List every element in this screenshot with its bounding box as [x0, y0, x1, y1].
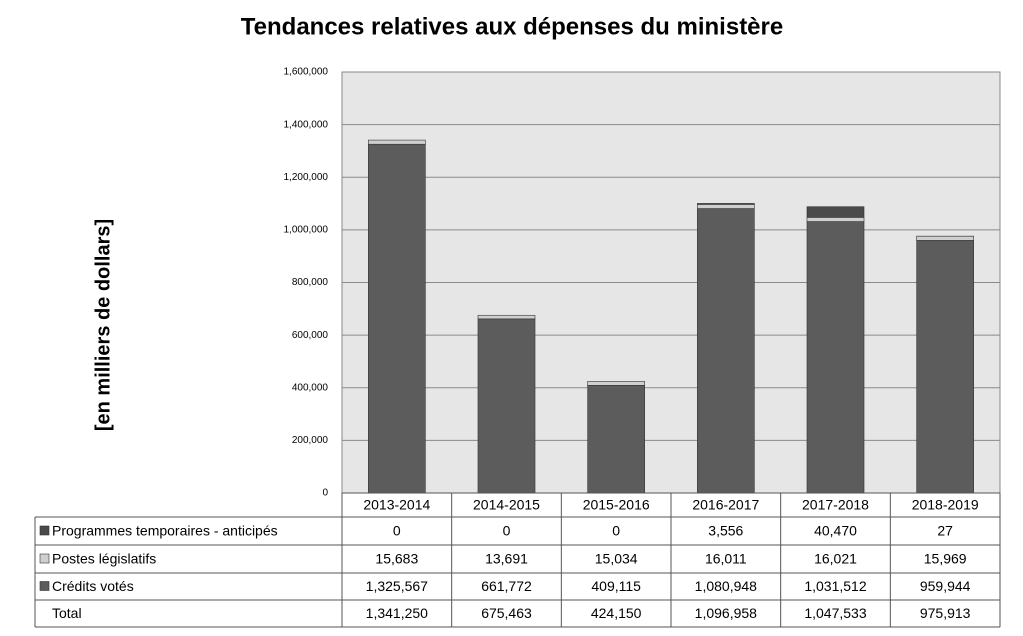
bar-segment	[806, 206, 865, 218]
table-cell: 975,913	[920, 605, 971, 621]
bar-segment	[368, 139, 426, 145]
table-cell: 675,463	[481, 605, 532, 621]
legend-swatch	[39, 525, 50, 536]
bar-segment	[916, 235, 974, 241]
bar-segment	[477, 318, 536, 494]
bar-segment	[916, 240, 974, 494]
legend-label: Programmes temporaires - anticipés	[52, 523, 278, 539]
table-cell: 0	[393, 523, 401, 539]
table-cell: 1,047,533	[804, 605, 866, 621]
x-tick-label: 2016-2017	[692, 497, 759, 513]
table-cell: 1,080,948	[695, 578, 757, 594]
table-cell: 959,944	[920, 578, 971, 594]
y-tick-label: 800,000	[292, 277, 329, 288]
bar-segment	[806, 217, 865, 222]
table-cell: 1,096,958	[695, 605, 757, 621]
y-tick-label: 1,000,000	[284, 225, 329, 236]
table-cell: 27	[937, 523, 953, 539]
x-tick-label: 2018-2019	[912, 497, 979, 513]
table-cell: 1,031,512	[804, 578, 866, 594]
table-cell: 409,115	[591, 578, 641, 594]
table-cell: 16,021	[814, 551, 857, 567]
total-label: Total	[52, 605, 82, 621]
bar-segment	[587, 381, 645, 386]
table-cell: 15,969	[924, 551, 967, 567]
x-tick-label: 2014-2015	[473, 497, 540, 513]
table-cell: 13,691	[485, 551, 528, 567]
table-cell: 40,470	[814, 523, 857, 539]
table-cell: 0	[612, 523, 620, 539]
table-cell: 16,011	[705, 551, 747, 567]
y-tick-label: 1,600,000	[284, 67, 329, 78]
x-tick-label: 2015-2016	[583, 497, 650, 513]
bar-segment	[368, 143, 426, 494]
y-tick-label: 1,200,000	[284, 172, 329, 183]
table-cell: 3,556	[708, 523, 743, 539]
bar-segment	[587, 385, 645, 494]
table-cell: 15,683	[375, 551, 418, 567]
legend-label: Postes législatifs	[52, 551, 156, 567]
table-cell: 15,034	[595, 551, 638, 567]
table-cell: 661,772	[481, 578, 532, 594]
bar-segment	[806, 221, 865, 494]
bar-segment	[697, 203, 755, 205]
table-cell: 1,341,250	[366, 605, 428, 621]
y-axis-label: [en milliers de dollars]	[92, 219, 114, 431]
bar-segment	[697, 208, 755, 494]
y-tick-label: 0	[322, 488, 328, 499]
table-cell: 424,150	[591, 605, 642, 621]
legend-swatch	[39, 553, 50, 564]
y-tick-label: 1,400,000	[284, 119, 329, 130]
table-cell: 1,325,567	[366, 578, 428, 594]
y-tick-label: 400,000	[292, 382, 329, 393]
y-tick-label: 600,000	[292, 330, 329, 341]
x-tick-label: 2017-2018	[802, 497, 869, 513]
bar-segment	[697, 204, 755, 209]
y-tick-label: 200,000	[292, 435, 329, 446]
chart-title: Tendances relatives aux dépenses du mini…	[241, 13, 783, 40]
table-cell: 0	[503, 523, 511, 539]
x-tick-label: 2013-2014	[363, 497, 430, 513]
legend-label: Crédits votés	[52, 578, 134, 594]
bar-segment	[477, 314, 536, 320]
legend-swatch	[39, 581, 50, 591]
